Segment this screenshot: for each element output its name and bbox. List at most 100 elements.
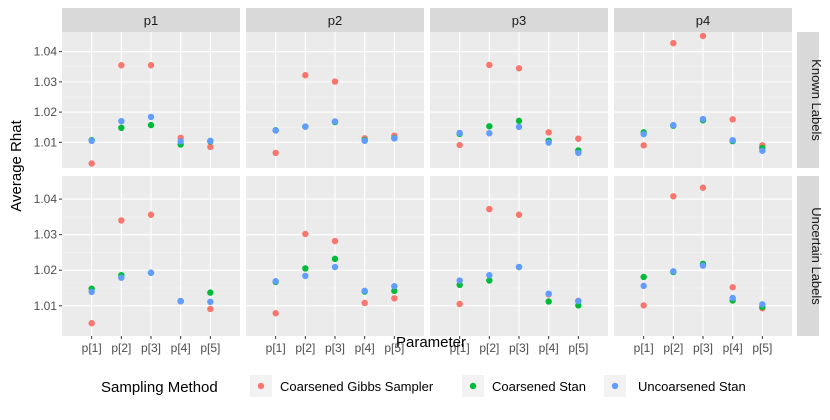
data-point-uncoarsened-stan-p-1 [272, 278, 279, 285]
x-tick-label: p[5] [384, 341, 404, 355]
x-tick-label: p[3] [693, 341, 713, 355]
data-point-uncoarsened-stan-p-5 [207, 137, 214, 144]
data-point-uncoarsened-stan-p-2 [670, 268, 677, 275]
data-point-uncoarsened-stan-p-5 [759, 147, 766, 154]
legend-label: Uncoarsened Stan [638, 379, 746, 394]
legend-item-coarsened-gibbs-sampler: Coarsened Gibbs Sampler [250, 375, 434, 397]
data-point-coarsened-gibbs-sampler-p-2 [118, 217, 125, 224]
legend-title: Sampling Method [101, 379, 218, 396]
data-point-coarsened-gibbs-sampler-p-1 [640, 142, 647, 149]
x-tick-label: p[2] [479, 341, 499, 355]
y-tick-label: 1.04 [34, 45, 58, 59]
facet-panel-known-labels-p4: p4 [614, 8, 792, 168]
data-point-uncoarsened-stan-p-1 [88, 137, 95, 144]
y-tick-label: 1.01 [34, 135, 58, 149]
data-point-uncoarsened-stan-p-1 [272, 127, 279, 134]
data-point-uncoarsened-stan-p-1 [640, 282, 647, 290]
x-tick-label: p[2] [663, 341, 683, 355]
data-point-coarsened-stan-p-3 [515, 117, 523, 125]
data-point-uncoarsened-stan-p-3 [699, 115, 707, 123]
legend-item-coarsened-stan: Coarsened Stan [462, 375, 586, 397]
data-point-uncoarsened-stan-p-4 [177, 138, 184, 145]
x-tick-label: p[3] [509, 341, 529, 355]
facet-panel-uncertain-labels-p2 [246, 176, 424, 336]
data-point-coarsened-gibbs-sampler-p-3 [699, 184, 707, 191]
data-point-coarsened-gibbs-sampler-p-4 [545, 129, 552, 136]
data-point-uncoarsened-stan-p-5 [391, 135, 398, 142]
data-point-coarsened-gibbs-sampler-p-4 [729, 284, 736, 291]
data-point-uncoarsened-stan-p-5 [207, 298, 214, 306]
data-point-coarsened-gibbs-sampler-p-2 [302, 230, 309, 238]
x-tick-label: p[1] [82, 341, 102, 355]
data-point-coarsened-gibbs-sampler-p-2 [302, 72, 309, 79]
data-point-coarsened-gibbs-sampler-p-3 [515, 65, 523, 72]
data-point-uncoarsened-stan-p-2 [486, 130, 493, 137]
data-point-coarsened-gibbs-sampler-p-1 [640, 302, 647, 309]
data-point-coarsened-stan-p-2 [118, 124, 125, 132]
data-point-coarsened-gibbs-sampler-p-1 [88, 160, 95, 167]
data-point-coarsened-gibbs-sampler-p-3 [699, 32, 707, 40]
x-tick-label: p[1] [450, 341, 470, 355]
data-point-uncoarsened-stan-p-4 [545, 139, 552, 146]
data-point-uncoarsened-stan-p-4 [729, 136, 736, 144]
data-point-coarsened-gibbs-sampler-p-2 [670, 193, 677, 200]
data-point-coarsened-gibbs-sampler-p-1 [456, 141, 463, 149]
data-point-coarsened-gibbs-sampler-p-3 [515, 211, 523, 218]
y-tick-label: 1.01 [34, 299, 58, 313]
facet-panel-known-labels-p1: p1 [62, 8, 240, 168]
column-strip [62, 8, 240, 32]
data-point-uncoarsened-stan-p-4 [177, 297, 184, 305]
data-point-uncoarsened-stan-p-4 [729, 294, 736, 302]
y-tick-label: 1.02 [34, 263, 58, 277]
x-tick-label: p[5] [568, 341, 588, 355]
data-point-uncoarsened-stan-p-1 [640, 130, 647, 138]
data-point-coarsened-gibbs-sampler-p-5 [207, 305, 214, 313]
y-tick-label: 1.02 [34, 105, 58, 119]
data-point-coarsened-gibbs-sampler-p-3 [147, 62, 155, 69]
data-point-coarsened-gibbs-sampler-p-5 [391, 295, 398, 302]
data-point-uncoarsened-stan-p-5 [391, 283, 398, 290]
data-point-uncoarsened-stan-p-1 [456, 277, 463, 284]
data-point-uncoarsened-stan-p-2 [118, 117, 125, 125]
legend-marker [257, 382, 265, 390]
x-tick-label: p[4] [355, 341, 375, 355]
column-strip-label: p4 [696, 13, 710, 28]
x-tick-label: p[1] [266, 341, 286, 355]
y-tick-label: 1.04 [34, 192, 58, 206]
data-point-coarsened-gibbs-sampler-p-1 [88, 320, 95, 327]
x-tick-label: p[4] [723, 341, 743, 355]
x-axis-title: Parameter [396, 334, 466, 351]
facet-panel-known-labels-p3: p3 [430, 8, 608, 168]
data-point-coarsened-gibbs-sampler-p-3 [331, 78, 339, 85]
data-point-coarsened-gibbs-sampler-p-1 [456, 300, 463, 308]
row-strip-label: Uncertain Labels [809, 207, 824, 305]
data-point-uncoarsened-stan-p-2 [486, 272, 493, 279]
data-point-coarsened-gibbs-sampler-p-4 [361, 299, 368, 307]
column-strip-label: p1 [144, 13, 158, 28]
data-point-coarsened-stan-p-2 [486, 277, 493, 284]
x-tick-label: p[4] [539, 341, 559, 355]
column-strip [246, 8, 424, 32]
x-tick-label: p[2] [295, 341, 315, 355]
data-point-coarsened-stan-p-2 [302, 265, 309, 272]
x-tick-label: p[2] [111, 341, 131, 355]
column-strip [614, 8, 792, 32]
x-tick-label: p[4] [171, 341, 191, 355]
data-point-coarsened-gibbs-sampler-p-3 [331, 237, 339, 245]
facet-panel-uncertain-labels-p1 [62, 176, 240, 336]
axes: 1.01 1.02 1.03 1.04 1.01 1.02 1.03 1.04 p[1] p[2]… [34, 45, 773, 355]
data-point-uncoarsened-stan-p-1 [456, 129, 463, 137]
data-point-uncoarsened-stan-p-4 [361, 137, 368, 144]
data-point-uncoarsened-stan-p-3 [515, 123, 523, 131]
data-point-uncoarsened-stan-p-2 [670, 121, 677, 129]
x-tick-label: p[5] [752, 341, 772, 355]
data-point-uncoarsened-stan-p-2 [302, 123, 309, 130]
data-point-coarsened-stan-p-2 [486, 123, 493, 130]
x-tick-label: p[1] [634, 341, 654, 355]
facet-panel-known-labels-p2: p2 [246, 8, 424, 168]
data-point-coarsened-stan-p-3 [147, 121, 155, 129]
data-point-uncoarsened-stan-p-3 [331, 118, 339, 125]
row-strip-label: Known Labels [809, 59, 824, 141]
